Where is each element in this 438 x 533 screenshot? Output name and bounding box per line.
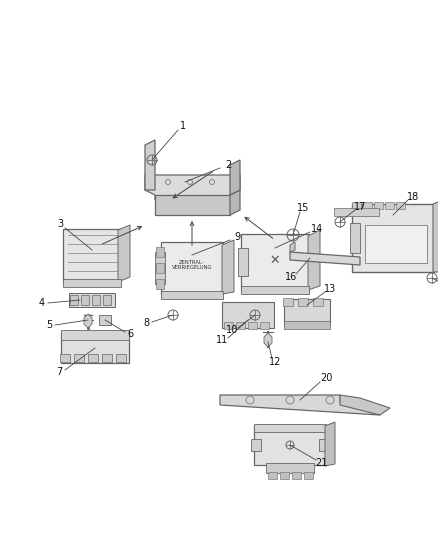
Bar <box>103 295 111 305</box>
Bar <box>156 263 164 273</box>
Text: 15: 15 <box>297 203 309 213</box>
Text: 2: 2 <box>225 160 231 170</box>
Text: 14: 14 <box>311 224 323 234</box>
Text: 9: 9 <box>234 232 240 242</box>
Bar <box>88 354 98 362</box>
Bar <box>70 295 78 305</box>
Bar <box>156 247 164 257</box>
Bar <box>99 315 111 325</box>
Bar <box>223 321 233 328</box>
Text: 21: 21 <box>315 458 327 468</box>
Bar <box>254 424 326 432</box>
Bar <box>241 286 309 294</box>
Text: 3: 3 <box>57 219 63 229</box>
Text: 18: 18 <box>407 192 419 202</box>
Polygon shape <box>340 395 390 415</box>
Polygon shape <box>145 175 240 200</box>
Polygon shape <box>290 242 295 252</box>
Bar <box>241 234 309 290</box>
Bar <box>161 291 223 299</box>
Text: 10: 10 <box>226 325 238 335</box>
Bar <box>333 208 378 216</box>
Bar <box>74 354 84 362</box>
Polygon shape <box>325 422 335 466</box>
Text: 5: 5 <box>46 320 52 330</box>
Text: 1: 1 <box>180 121 186 131</box>
Text: 8: 8 <box>143 318 149 328</box>
Bar <box>350 223 360 253</box>
Polygon shape <box>145 140 155 190</box>
Bar <box>92 295 100 305</box>
Bar <box>396 201 405 208</box>
Bar <box>284 321 330 329</box>
Bar <box>61 330 129 340</box>
Bar <box>319 439 329 451</box>
Bar <box>284 299 330 325</box>
Polygon shape <box>220 395 380 415</box>
Text: 11: 11 <box>216 335 228 345</box>
Polygon shape <box>84 314 92 328</box>
Bar <box>63 229 121 281</box>
Bar <box>60 354 70 362</box>
Bar <box>63 279 121 287</box>
Text: 4: 4 <box>39 298 45 308</box>
Bar <box>259 321 268 328</box>
Bar <box>385 201 393 208</box>
Text: ZENTRAL-
VERRIEGELUNG: ZENTRAL- VERRIEGELUNG <box>172 260 212 270</box>
Bar <box>116 354 126 362</box>
Polygon shape <box>264 333 272 347</box>
Bar <box>254 425 326 465</box>
Bar <box>279 472 289 479</box>
Bar <box>292 472 300 479</box>
Text: 20: 20 <box>320 373 332 383</box>
Text: 16: 16 <box>285 272 297 282</box>
Bar <box>247 321 257 328</box>
Polygon shape <box>290 252 360 265</box>
Bar <box>266 463 314 473</box>
Bar <box>374 201 382 208</box>
Text: 17: 17 <box>354 202 366 212</box>
Text: 13: 13 <box>324 284 336 294</box>
Bar <box>81 295 89 305</box>
Polygon shape <box>230 190 240 215</box>
Bar <box>161 242 223 294</box>
Polygon shape <box>230 160 240 195</box>
Bar <box>238 248 248 276</box>
Polygon shape <box>222 240 234 294</box>
Bar <box>156 279 164 289</box>
Bar <box>363 201 371 208</box>
Text: ✕: ✕ <box>270 254 280 266</box>
Bar <box>365 225 427 263</box>
Bar <box>283 298 293 306</box>
Polygon shape <box>433 200 438 272</box>
Bar <box>251 439 261 451</box>
Bar <box>155 252 165 284</box>
Bar <box>352 204 434 272</box>
Bar <box>313 298 323 306</box>
Bar <box>236 321 244 328</box>
Text: 12: 12 <box>269 357 281 367</box>
Bar <box>222 302 274 328</box>
Bar <box>268 472 276 479</box>
Polygon shape <box>155 195 230 215</box>
Bar <box>69 293 115 307</box>
Bar <box>304 472 312 479</box>
Text: 7: 7 <box>56 367 62 377</box>
Polygon shape <box>118 225 130 282</box>
Bar <box>352 201 360 208</box>
Text: 6: 6 <box>127 329 133 339</box>
Bar <box>61 333 129 363</box>
Polygon shape <box>308 230 320 290</box>
Bar <box>298 298 308 306</box>
Bar <box>102 354 112 362</box>
